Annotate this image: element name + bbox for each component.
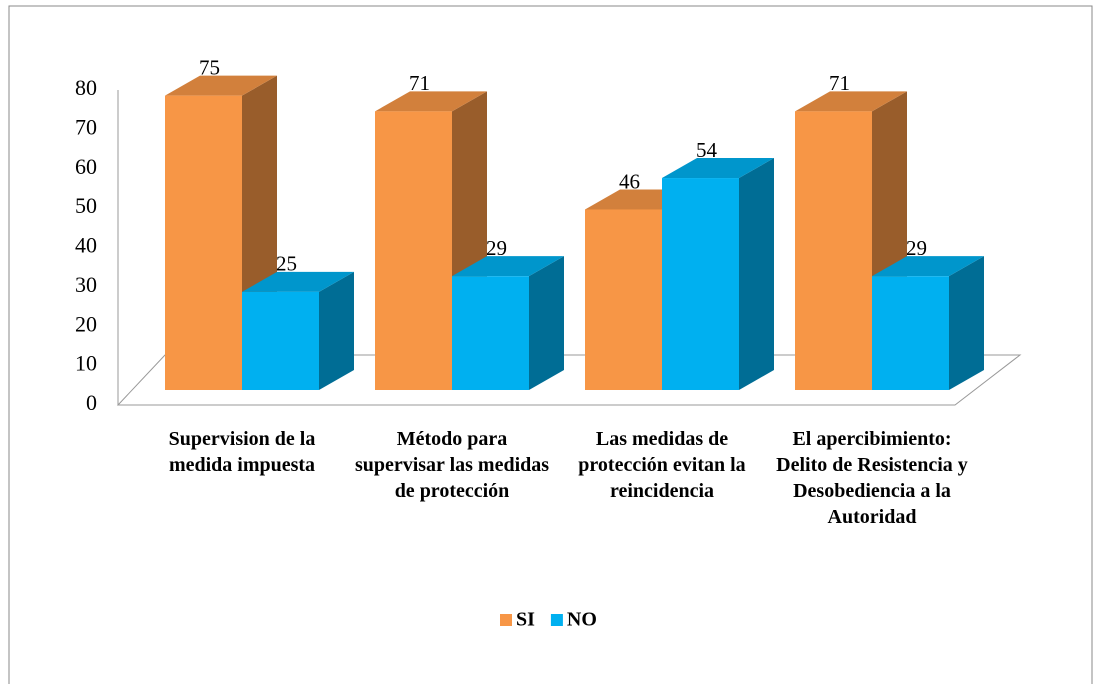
y-tick-label: 80: [75, 75, 97, 100]
bar-front: [242, 291, 319, 390]
bar-top: [662, 158, 774, 179]
bar-top: [165, 75, 277, 96]
bar-top: [375, 91, 487, 112]
x-tick-label: Método para supervisar las medidas de prot…: [355, 428, 549, 502]
legend-swatch: [550, 614, 563, 626]
value-label: 71: [829, 71, 850, 95]
bar-front: [662, 178, 739, 390]
value-label: 71: [409, 71, 430, 95]
bar: [662, 158, 774, 390]
y-tick-label: 10: [75, 351, 97, 376]
y-tick-label: 40: [75, 233, 97, 258]
bar-front: [585, 209, 662, 390]
floor: [116, 354, 1022, 406]
y-tick-label: 70: [75, 114, 97, 139]
bar-top: [872, 256, 984, 277]
legend-swatch: [500, 614, 512, 626]
value-label: 29: [486, 236, 507, 260]
x-tick-label: Supervision de la medida impuesta: [169, 428, 316, 476]
y-tick-label: 50: [75, 193, 97, 218]
bar-side: [739, 158, 774, 390]
value-label: 25: [276, 252, 297, 276]
value-label: 46: [619, 169, 640, 193]
y-tick-label: 30: [75, 272, 97, 297]
bar: [872, 256, 984, 390]
legend-label: NO: [567, 609, 597, 631]
legend-label: SI: [516, 609, 535, 631]
bar-front: [375, 111, 452, 390]
bar: [452, 256, 564, 390]
x-tick-label: El apercibimiento: Delito de Resistencia …: [776, 428, 968, 528]
bar-side: [319, 271, 354, 390]
chart-frame: [8, 5, 1093, 684]
y-tick-label: 60: [75, 154, 97, 179]
bar-side: [529, 256, 564, 390]
bar-top: [795, 91, 907, 112]
bar-front: [165, 95, 242, 390]
bar: [375, 91, 487, 390]
bar-front: [872, 276, 949, 390]
value-label: 29: [906, 236, 927, 260]
bar: [242, 271, 354, 390]
bar-front: [795, 111, 872, 390]
y-tick-label: 0: [86, 390, 97, 415]
value-label: 75: [199, 55, 220, 79]
value-label: 54: [696, 138, 718, 162]
bar-front: [452, 276, 529, 390]
x-tick-label: Las medidas de protección evitan la reinci…: [578, 428, 745, 502]
bar-top: [242, 271, 354, 292]
bar-side: [949, 256, 984, 390]
y-tick-label: 20: [75, 311, 97, 336]
bar-top: [452, 256, 564, 277]
